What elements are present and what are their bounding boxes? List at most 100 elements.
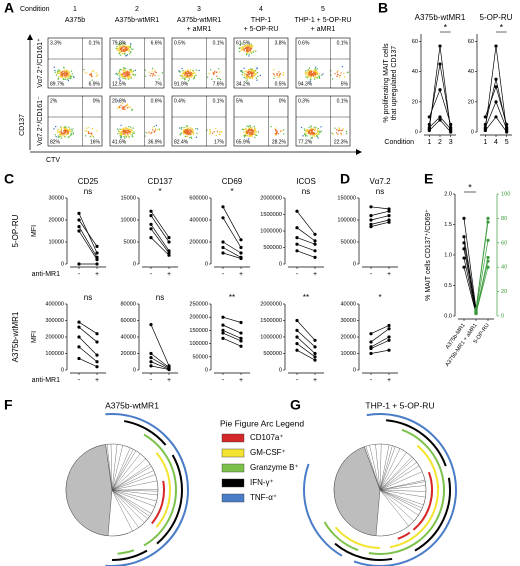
flow-dot xyxy=(72,75,75,78)
donor-point xyxy=(486,265,490,269)
flow-dot xyxy=(274,75,276,78)
quadrant-percent: 34.2% xyxy=(236,81,251,87)
flow-dot xyxy=(180,132,182,134)
flow-dot xyxy=(208,72,210,75)
flow-dot xyxy=(119,51,121,54)
flow-dot xyxy=(148,131,150,133)
y-tick-label: 0 xyxy=(205,367,208,373)
flow-dot xyxy=(188,72,190,74)
pie-divider xyxy=(379,458,414,491)
flow-dot xyxy=(133,131,135,133)
flow-dot xyxy=(338,127,340,129)
flow-dot xyxy=(180,126,183,129)
flow-dot xyxy=(191,130,194,132)
y-tick-label: 250000 xyxy=(189,301,208,307)
flow-dot xyxy=(338,128,341,130)
x-tick-label: + xyxy=(313,271,317,278)
flow-dot xyxy=(121,76,123,78)
flow-dot xyxy=(241,74,243,76)
legend-swatch xyxy=(221,493,245,503)
y-tick-label: 200000 xyxy=(189,315,208,321)
flow-dot xyxy=(276,131,279,133)
quadrant-percent: 20.8% xyxy=(112,98,127,104)
flow-dot xyxy=(123,67,125,69)
condition-name: THP-1 + 5-OP-RU xyxy=(295,17,352,24)
y-tick-label: 0 xyxy=(133,261,136,267)
flow-dot xyxy=(131,133,134,136)
donor-line xyxy=(222,252,242,259)
flow-dot xyxy=(63,74,66,77)
condition-number: 1 xyxy=(73,6,77,13)
flow-dot xyxy=(238,50,241,53)
flow-dot xyxy=(59,133,62,136)
flow-dot xyxy=(331,78,334,80)
donor-line xyxy=(370,336,390,348)
flow-dot xyxy=(188,75,190,77)
quadrant-percent: 79.8% xyxy=(112,40,127,46)
flow-frame xyxy=(47,95,103,147)
y-tick-label: 0 xyxy=(205,261,208,267)
donor-point xyxy=(313,345,317,349)
pie-divider xyxy=(111,464,151,491)
flow-dot xyxy=(154,69,156,72)
flow-dot xyxy=(150,72,152,75)
flow-dot xyxy=(116,128,119,130)
flow-dot xyxy=(127,46,129,49)
flow-dot xyxy=(65,77,67,79)
donor-line xyxy=(222,324,242,334)
donor-point xyxy=(95,360,99,364)
flow-dot xyxy=(123,131,125,134)
flow-dot xyxy=(341,129,344,132)
flow-dot xyxy=(248,128,251,130)
flow-dot xyxy=(152,73,154,76)
flow-dot xyxy=(130,77,132,79)
flow-dot xyxy=(129,43,132,45)
flow-dot xyxy=(158,129,161,131)
flow-dot xyxy=(122,50,124,52)
quadrant-percent: 36.9% xyxy=(148,139,163,145)
flow-dot xyxy=(126,77,129,79)
flow-dot xyxy=(53,66,56,68)
donor-line xyxy=(222,206,242,240)
flow-dot xyxy=(183,133,185,135)
donor-line xyxy=(78,226,98,258)
flow-dot xyxy=(189,69,192,71)
flow-dot xyxy=(68,76,70,78)
pie-arc xyxy=(151,480,165,525)
x-axis-label: anti-MR1 xyxy=(32,377,61,384)
flow-dot xyxy=(125,127,128,129)
flow-dot xyxy=(320,74,323,76)
donor-point xyxy=(494,115,498,119)
flow-dot xyxy=(248,53,250,55)
flow-dot xyxy=(151,70,153,72)
flow-dot xyxy=(120,68,122,71)
flow-dot xyxy=(255,73,258,75)
pie-arc xyxy=(156,454,183,545)
y-tick-label: 15000 xyxy=(120,195,136,201)
flow-dot xyxy=(185,130,187,132)
flow-dot xyxy=(126,131,128,133)
legend-swatch xyxy=(221,478,245,488)
flow-dot xyxy=(118,78,120,80)
x-tick-label: + xyxy=(239,377,243,384)
donor-line xyxy=(150,324,170,367)
flow-dot xyxy=(126,132,129,135)
flow-dot xyxy=(279,72,282,75)
donor-point xyxy=(313,351,317,356)
flow-dot xyxy=(273,69,275,71)
flow-dot xyxy=(245,50,248,53)
flow-dot xyxy=(65,71,68,73)
donor-point xyxy=(95,262,99,266)
pie-arc xyxy=(334,542,393,561)
significance: ns xyxy=(302,187,310,196)
flow-dot xyxy=(72,133,74,135)
donor-point xyxy=(95,332,99,336)
flow-dot xyxy=(308,75,311,78)
flow-dot xyxy=(61,135,63,137)
y-tick-label: 5000 xyxy=(124,239,136,245)
flow-dot xyxy=(120,72,123,75)
flow-dot xyxy=(213,130,215,133)
flow-dot xyxy=(186,128,189,131)
x-tick-label: - xyxy=(296,271,299,278)
flow-dot xyxy=(129,106,131,108)
